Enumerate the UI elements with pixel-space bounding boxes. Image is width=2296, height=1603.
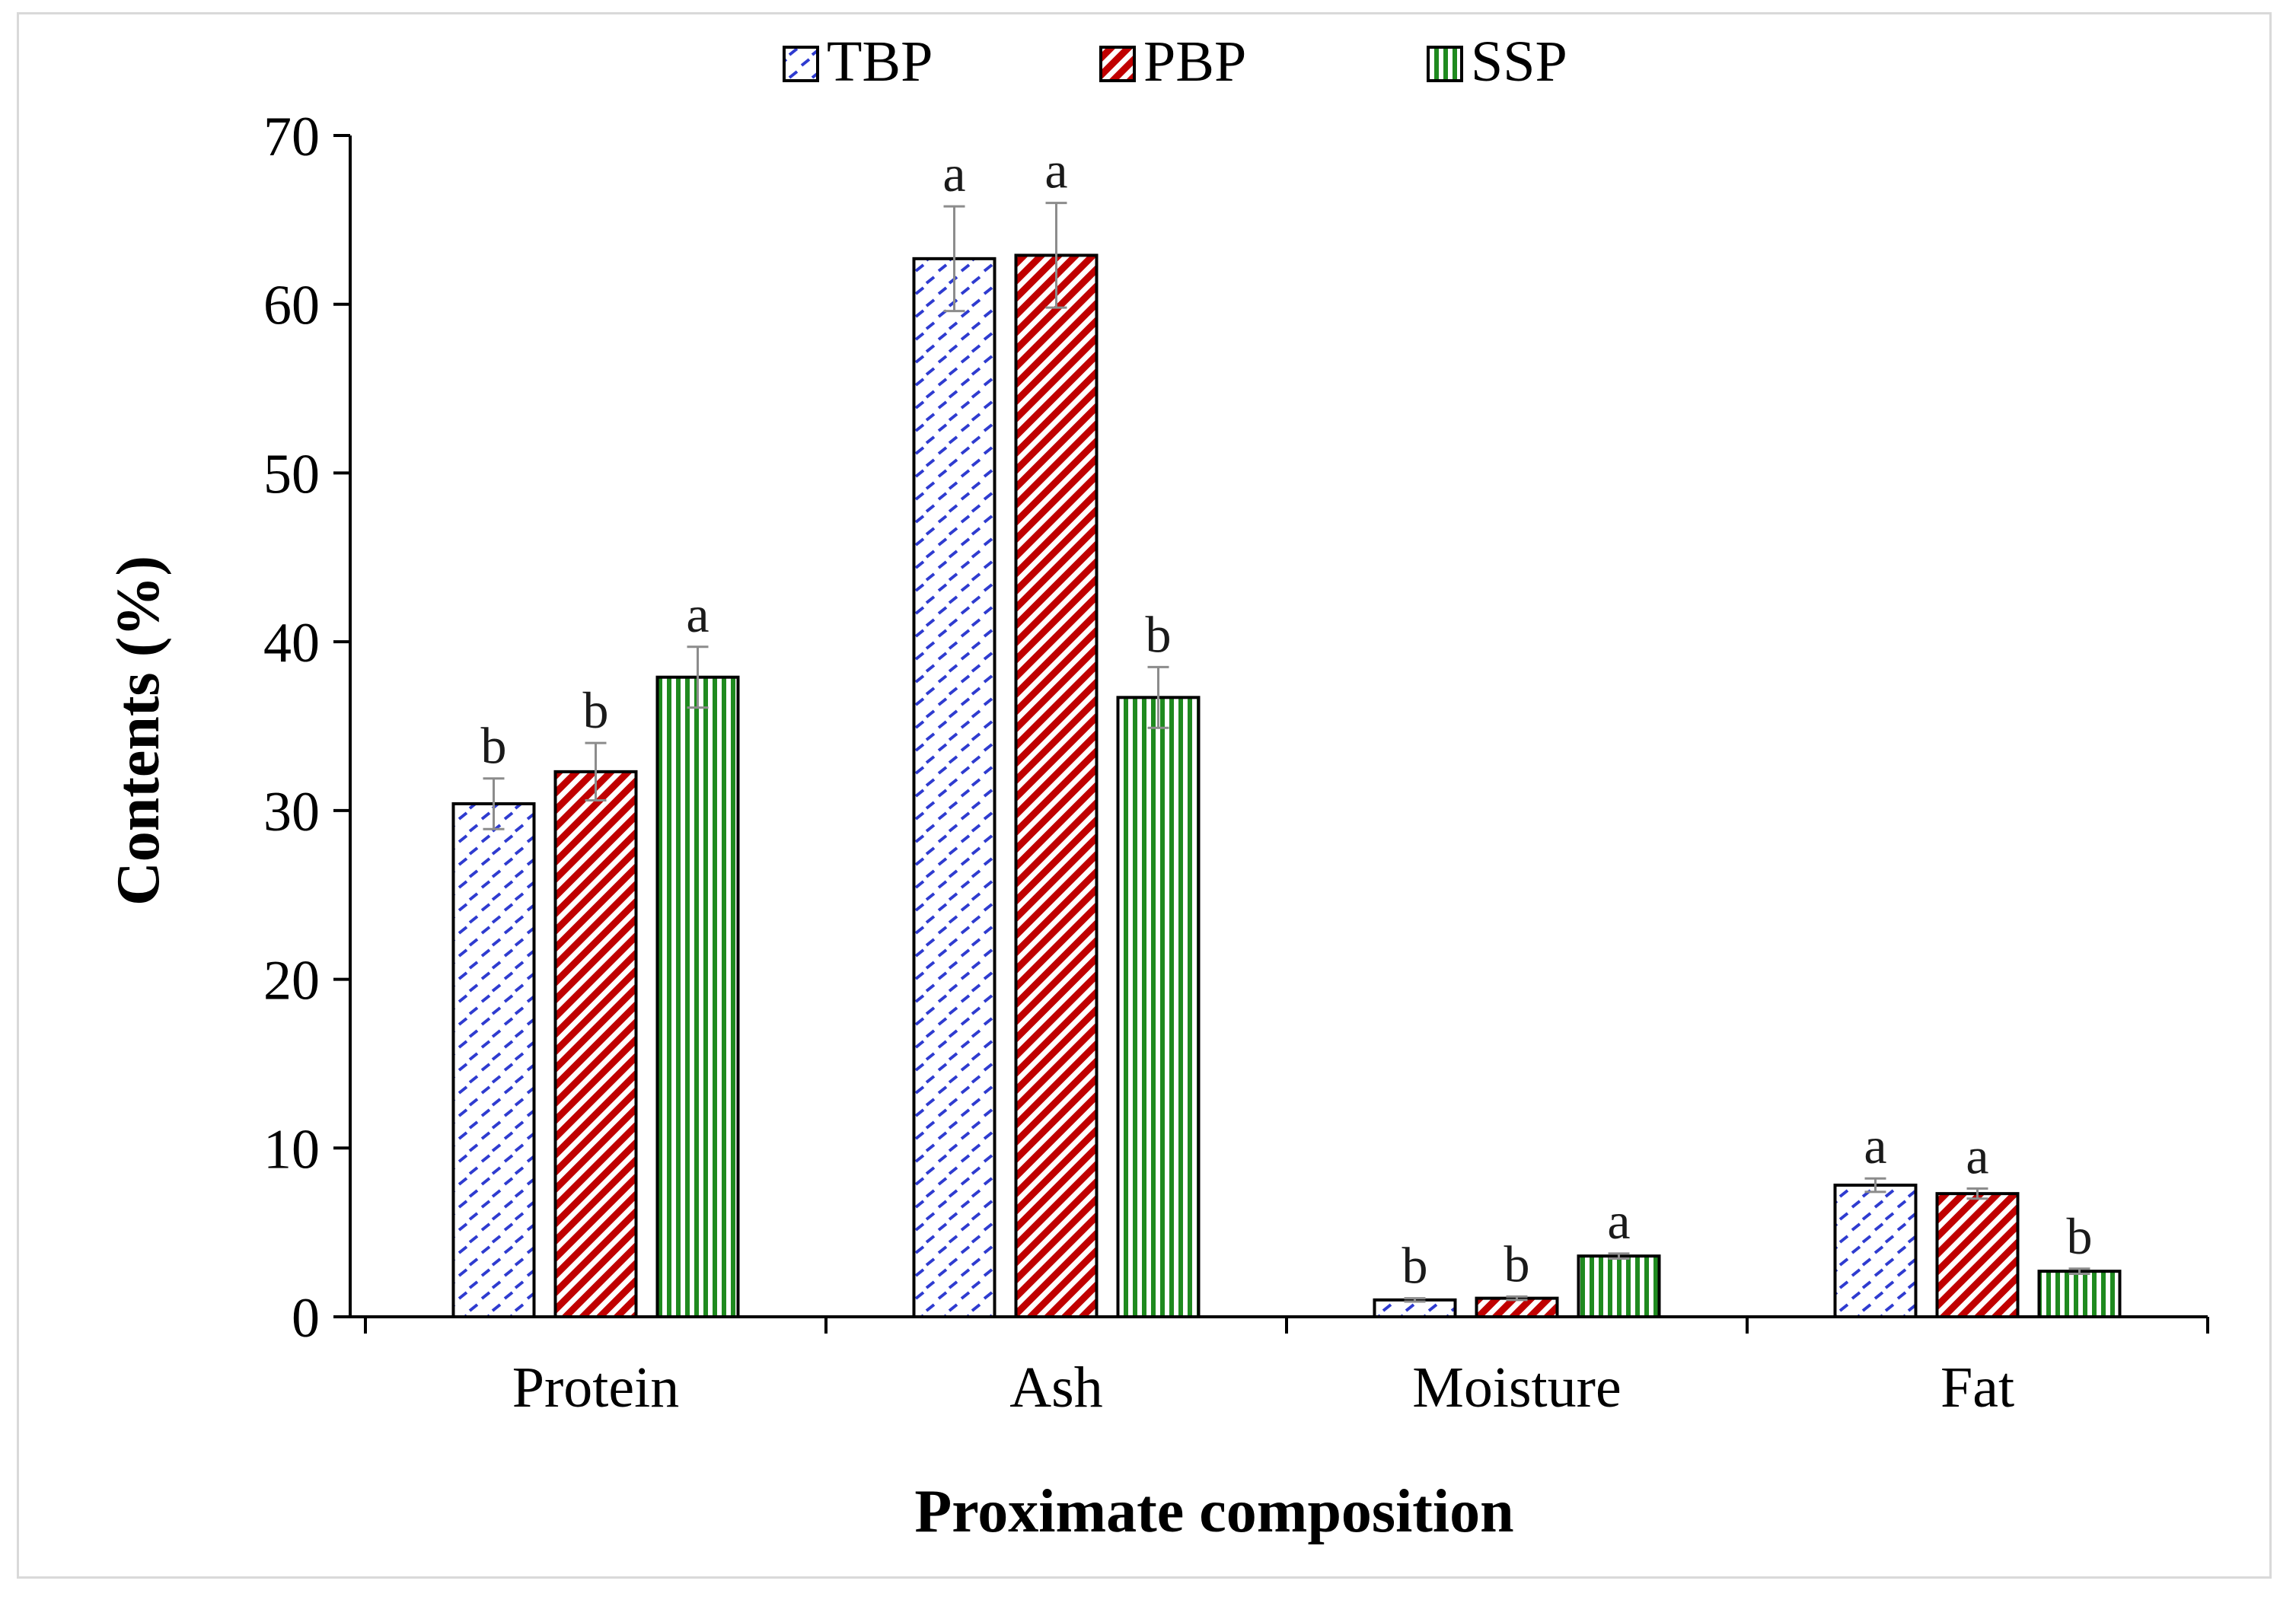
y-tick-label: 50	[263, 443, 320, 505]
legend-swatch-pbp	[1099, 46, 1136, 82]
bar-pbp-ash	[1014, 253, 1099, 1319]
x-axis: Protein Ash Moisture Fat	[333, 1315, 2209, 1420]
bar-pbp-fat	[1935, 1192, 2020, 1318]
y-axis: 0 10 20 30 40 50 60 70	[263, 106, 352, 1350]
bar-ssp-ash	[1116, 696, 1201, 1318]
legend-label-ssp: SSP	[1471, 30, 1567, 94]
significance-label-pbp-moisture: b	[1504, 1235, 1530, 1292]
bar-pbp-moisture	[1475, 1296, 1559, 1319]
y-tick-label: 0	[292, 1287, 320, 1350]
significance-label-ssp-protein: a	[686, 585, 709, 643]
significance-label-ssp-fat: b	[2067, 1207, 2093, 1265]
bar-pbp-protein	[553, 770, 638, 1318]
y-axis-title: Contents (%)	[105, 556, 172, 906]
significance-label-tbp-protein: b	[481, 717, 507, 775]
bar-ssp-fat	[2037, 1270, 2122, 1318]
significance-label-tbp-fat: a	[1864, 1117, 1886, 1174]
legend-swatch-tbp	[783, 46, 819, 82]
bar-tbp-protein	[451, 802, 536, 1318]
y-tick-label: 30	[263, 781, 320, 843]
legend-swatch-ssp	[1427, 46, 1463, 82]
y-tick-label: 60	[263, 275, 320, 337]
legend: TBP PBP SSP	[783, 30, 1567, 94]
legend-label-tbp: TBP	[827, 30, 933, 94]
y-tick-label: 40	[263, 612, 320, 674]
bar-ssp-moisture	[1577, 1254, 1661, 1319]
significance-label-pbp-ash: a	[1044, 142, 1067, 199]
legend-label-pbp: PBP	[1143, 30, 1246, 94]
significance-label-pbp-protein: b	[583, 681, 609, 739]
bar-tbp-fat	[1833, 1184, 1918, 1319]
significance-label-ssp-ash: b	[1146, 605, 1172, 663]
bar-tbp-ash	[912, 257, 997, 1318]
x-tick-label-protein: Protein	[512, 1356, 680, 1420]
significance-label-pbp-fat: a	[1966, 1127, 1988, 1184]
significance-label-tbp-moisture: b	[1402, 1237, 1428, 1295]
significance-label-tbp-ash: a	[942, 145, 965, 202]
x-tick-label-fat: Fat	[1940, 1356, 2014, 1420]
x-tick-label-ash: Ash	[1009, 1356, 1102, 1420]
y-tick-label: 20	[263, 950, 320, 1012]
x-axis-title: Proximate composition	[914, 1478, 1513, 1545]
significance-label-ssp-moisture: a	[1607, 1192, 1630, 1250]
bar-ssp-protein	[655, 675, 740, 1318]
bars: b a b a b a b a a b a b	[451, 142, 2122, 1319]
x-tick-label-moisture: Moisture	[1412, 1356, 1621, 1420]
y-tick-label: 10	[263, 1118, 320, 1181]
y-tick-label: 70	[263, 106, 320, 168]
